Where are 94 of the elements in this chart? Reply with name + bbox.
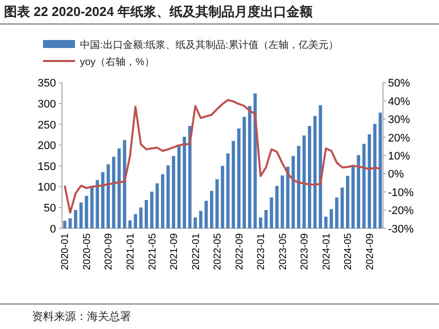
- x-tick-label: 2021-01: [126, 232, 137, 270]
- bar: [134, 214, 138, 228]
- bar: [242, 116, 246, 228]
- bar: [128, 220, 132, 228]
- bar: [292, 156, 295, 228]
- y2-tick-label: -30%: [388, 223, 414, 236]
- x-tick-label: 2023-01: [256, 232, 268, 270]
- chart-title: 图表 22 2020-2024 年纸浆、纸及其制品月度出口金额: [4, 4, 314, 19]
- bar: [378, 112, 382, 228]
- y2-tick-label: 30%: [388, 114, 410, 126]
- bar: [226, 153, 230, 228]
- y-tick-label: 100: [38, 182, 56, 194]
- line-series: [64, 98, 382, 214]
- bar: [210, 190, 214, 228]
- bar: [156, 183, 159, 228]
- bar: [302, 136, 306, 228]
- bar: [275, 186, 279, 228]
- y2-tick-label: -20%: [388, 205, 414, 218]
- x-tick-label: 2021-09: [169, 232, 180, 270]
- bar: [194, 217, 197, 228]
- bar: [335, 198, 338, 228]
- bar: [161, 174, 164, 228]
- bar: [199, 210, 202, 228]
- bar: [63, 220, 66, 228]
- bar: [215, 179, 219, 228]
- bar: [248, 106, 252, 228]
- bar: [280, 175, 284, 228]
- bar: [346, 176, 350, 228]
- bar: [220, 166, 224, 228]
- y-tick-label: 250: [38, 119, 56, 132]
- y2-tick-label: 0%: [388, 168, 404, 181]
- y2-tick-label: 50%: [388, 78, 410, 90]
- y2-tick-label: -10%: [388, 186, 414, 199]
- bar: [172, 156, 176, 228]
- bar: [112, 156, 116, 228]
- bar: [356, 155, 360, 228]
- x-tick-label: 2020-05: [82, 232, 93, 270]
- x-tick-label: 2023-09: [300, 232, 311, 270]
- y2-tick-label: 10%: [388, 150, 410, 162]
- y2-tick-label: 20%: [388, 132, 410, 144]
- y-tick-label: 50: [44, 202, 56, 214]
- bar: [139, 208, 143, 228]
- x-tick-label: 2021-05: [147, 232, 158, 270]
- x-tick-label: 2022-01: [190, 232, 202, 270]
- bar: [368, 134, 372, 228]
- bar: [232, 140, 236, 228]
- bar: [204, 200, 208, 228]
- x-tick-label: 2020-01: [60, 232, 72, 270]
- bar: [264, 210, 268, 228]
- x-tick-label: 2024-09: [364, 232, 376, 270]
- bar: [258, 217, 262, 228]
- x-tick-label: 2022-09: [234, 232, 246, 270]
- bar: [68, 218, 72, 228]
- bar: [166, 165, 170, 228]
- x-tick-label: 2024-05: [343, 232, 354, 270]
- y2-tick-label: 40%: [388, 96, 410, 108]
- bar: [313, 116, 317, 228]
- bar: [351, 166, 355, 228]
- x-tick-label: 2023-05: [278, 232, 289, 270]
- legend-label: yoy（右轴，%）: [80, 56, 154, 68]
- bar: [74, 210, 78, 228]
- bar: [106, 164, 110, 228]
- y-tick-label: 150: [38, 160, 56, 173]
- x-tick-label: 2020-09: [104, 232, 115, 270]
- bar: [270, 198, 274, 228]
- bar: [150, 192, 154, 228]
- bar: [324, 216, 328, 228]
- bar: [286, 166, 290, 228]
- y-tick-label: 300: [38, 98, 56, 110]
- text: 资料来源：海关总署: [32, 310, 131, 323]
- x-tick-label: 2022-05: [212, 232, 224, 270]
- bar: [101, 172, 104, 228]
- bar: [340, 188, 344, 228]
- bar: [308, 126, 312, 228]
- bar: [330, 209, 333, 228]
- y-tick-label: 350: [38, 78, 56, 90]
- bar: [144, 200, 148, 228]
- bar: [90, 188, 94, 228]
- bar: [237, 128, 240, 228]
- bar: [84, 196, 88, 228]
- bar: [373, 124, 376, 228]
- bar: [362, 144, 366, 228]
- bar: [188, 126, 192, 228]
- bar: [117, 148, 121, 228]
- bar: [79, 202, 83, 228]
- legend-label: 中国:出口金额:纸浆、纸及其制品:累计值（左轴，亿美元）: [80, 39, 338, 51]
- bar: [177, 146, 181, 228]
- bar: [182, 136, 186, 228]
- bar: [254, 94, 257, 228]
- bar: [96, 180, 99, 228]
- y-tick-label: 200: [38, 140, 56, 152]
- x-tick-label: 2024-01: [321, 232, 332, 270]
- y-tick-label: 0: [50, 223, 56, 236]
- bar: [297, 146, 300, 228]
